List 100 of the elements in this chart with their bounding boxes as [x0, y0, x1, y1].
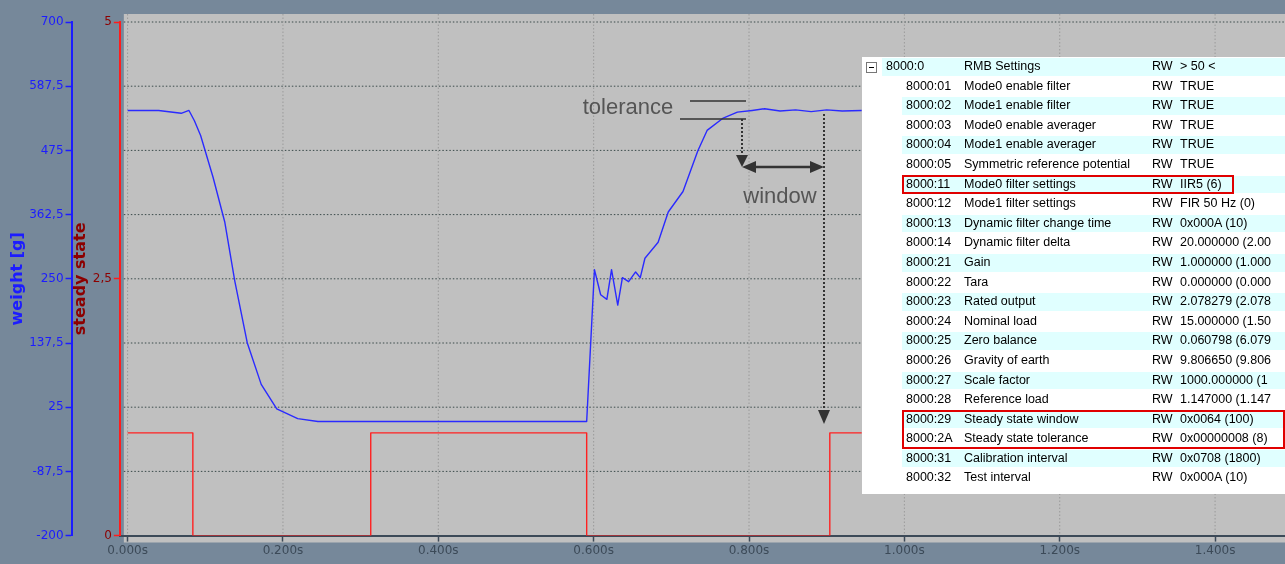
annotation: RW [1152, 175, 1173, 193]
annotation: Symmetric reference potential [964, 155, 1131, 173]
annotation: 8000:31 [906, 449, 952, 467]
annotation: RW [1152, 136, 1173, 154]
y-tick-label: 25 [48, 399, 64, 414]
annotation: 0x00000008 (8) [1180, 430, 1268, 448]
annotation: 8000:13 [906, 214, 952, 232]
x-tick-label: 1.000s [884, 542, 925, 557]
annotation: IIR5 (6) [1180, 175, 1222, 193]
annotation: 1000.000000 (1 [1180, 371, 1268, 389]
annotation: 0x000A (10) [1180, 469, 1248, 487]
annotation: Reference load [964, 391, 1049, 409]
annotation: RW [1152, 253, 1173, 271]
annotation: Test interval [964, 469, 1031, 487]
annotation: Mode1 enable averager [964, 136, 1097, 154]
annotation: Mode0 enable filter [964, 77, 1071, 95]
annotation: RW [1152, 214, 1173, 232]
annotation: 8000:23 [906, 293, 952, 311]
annotation: RMB Settings [964, 58, 1041, 75]
x-tick-label: 0.000s [107, 542, 148, 557]
annotation: 0.060798 (6.079 [1180, 332, 1272, 350]
annotation: Gain [964, 253, 991, 271]
y-axis-title: weight [g] [6, 232, 26, 326]
annotation: RW [1152, 155, 1173, 173]
annotation: RW [1152, 410, 1173, 428]
annotation: 8000:27 [906, 371, 952, 389]
annotation: Dynamic filter delta [964, 234, 1071, 252]
annotation: 15.000000 (1.50 [1180, 312, 1272, 330]
annotation: 8000:22 [906, 273, 952, 291]
annotation: Zero balance [964, 332, 1037, 350]
annotation: RW [1152, 195, 1173, 213]
y-tick-label: 250 [40, 270, 64, 285]
annotation: TRUE [1180, 155, 1215, 173]
y-tick-label: 137,5 [29, 335, 64, 350]
annotation: 8000:29 [906, 410, 952, 428]
annotation: window [742, 183, 817, 209]
annotation: 20.000000 (2.00 [1180, 234, 1272, 252]
y2-axis-title: steady state [70, 222, 90, 336]
x-tick-label: 1.400s [1194, 542, 1236, 557]
x-tick-label: 0.600s [573, 542, 614, 557]
annotation: 8000:25 [906, 332, 952, 350]
y-tick-label: 587,5 [29, 78, 64, 93]
annotation: 8000:02 [906, 97, 952, 115]
annotation: 8000:14 [906, 234, 952, 252]
y-tick-label: 700 [40, 14, 64, 29]
annotation: 8000:03 [906, 116, 952, 134]
annotation: FIR 50 Hz (0) [1180, 195, 1256, 213]
annotation: Dynamic filter change time [964, 214, 1112, 232]
annotation: RW [1152, 312, 1173, 330]
annotation: RW [1152, 273, 1173, 291]
x-tick-label: 0.400s [418, 542, 459, 557]
annotation: Mode0 enable averager [964, 116, 1097, 134]
annotation: RW [1152, 371, 1173, 389]
annotation: RW [1152, 97, 1173, 115]
annotation: Mode1 filter settings [964, 195, 1076, 213]
annotation: 8000:04 [906, 136, 952, 154]
annotation: RW [1152, 116, 1173, 134]
annotation: Steady state tolerance [964, 430, 1089, 448]
annotation: 8000:26 [906, 351, 952, 369]
annotation: RW [1152, 469, 1173, 487]
annotation: 8000:2A [906, 430, 953, 448]
annotation: Mode1 enable filter [964, 97, 1071, 115]
annotation: 8000:05 [906, 155, 952, 173]
annotation: 8000:21 [906, 253, 952, 271]
annotation: 1.000000 (1.000 [1180, 253, 1272, 271]
annotation: 8000:32 [906, 469, 952, 487]
annotation: 8000:24 [906, 312, 952, 330]
y-tick-label: -87,5 [32, 463, 64, 478]
annotation: RW [1152, 77, 1173, 95]
y2-tick-label: 2,5 [92, 270, 112, 285]
annotation: 8000:11 [906, 175, 951, 193]
annotation: RW [1152, 449, 1173, 467]
x-tick-label: 0.200s [262, 542, 304, 557]
annotation: TRUE [1180, 77, 1215, 95]
annotation: TRUE [1180, 97, 1215, 115]
annotation: Mode0 filter settings [964, 175, 1076, 193]
annotation: Scale factor [964, 371, 1031, 389]
annotation: > 50 < [1180, 58, 1216, 75]
annotation: RW [1152, 293, 1173, 311]
annotation: 8000:28 [906, 391, 952, 409]
annotation: Tara [964, 273, 989, 291]
y2-tick-label: 5 [104, 14, 112, 29]
annotation: Gravity of earth [964, 351, 1050, 369]
annotation: RW [1152, 351, 1173, 369]
annotation: 0x000A (10) [1180, 214, 1248, 232]
x-tick-label: 0.800s [728, 542, 770, 557]
annotation: tolerance [582, 94, 674, 120]
annotation: Calibration interval [964, 449, 1068, 467]
annotation: RW [1152, 430, 1173, 448]
annotation: TRUE [1180, 136, 1215, 154]
y-tick-label: -200 [36, 527, 64, 542]
annotation: 0.000000 (0.000 [1180, 273, 1272, 291]
annotation: RW [1152, 332, 1173, 350]
annotation: RW [1152, 58, 1173, 75]
annotation: 8000:01 [906, 77, 952, 95]
annotation: 9.806650 (9.806 [1180, 351, 1272, 369]
y2-tick-label: 0 [104, 527, 112, 542]
annotation: 1.147000 (1.147 [1180, 391, 1272, 409]
annotation: RW [1152, 234, 1173, 252]
annotation: 2.078279 (2.078 [1180, 293, 1272, 311]
